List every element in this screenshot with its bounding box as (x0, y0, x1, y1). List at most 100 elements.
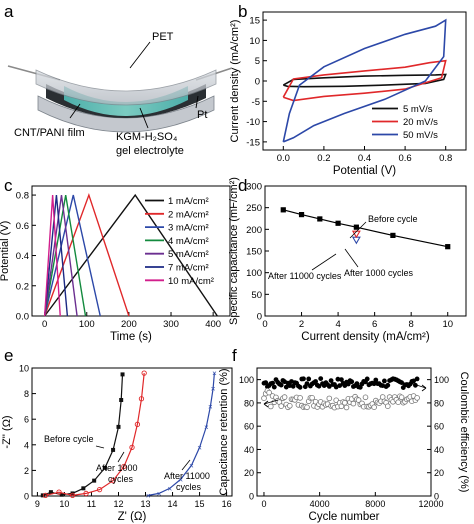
capacitance-retention-point (343, 404, 350, 411)
coulombic-efficiency-point (263, 380, 269, 385)
coulombic-efficiency-point (313, 379, 318, 384)
x-axis-label: Potential (V) (333, 165, 396, 177)
coulombic-efficiency-point (366, 382, 372, 388)
y2-tick-label: 0 (434, 492, 439, 502)
coulombic-efficiency-point (325, 382, 330, 388)
coulombic-efficiency-point (402, 382, 408, 388)
coulombic-efficiency-point (290, 383, 296, 389)
coulombic-efficiency-point (314, 382, 320, 388)
coulombic-efficiency-point (328, 378, 334, 383)
coulombic-efficiency-point (400, 385, 406, 390)
capacitance-retention-point (311, 403, 317, 409)
capacitance-retention-point (321, 400, 328, 407)
capacitance-retention-point (345, 395, 352, 402)
x-tick-label: 8 (409, 319, 414, 330)
nyquist-point (116, 424, 121, 429)
coulombic-efficiency-point (364, 376, 370, 382)
nyquist-point (141, 370, 147, 376)
y-tick-label: 0 (257, 312, 262, 323)
gcd-curve-1 (44, 193, 218, 317)
capacitance-retention-point (278, 403, 285, 409)
y2-tick-label: 80 (434, 398, 444, 408)
y2-tick-label: 40 (434, 445, 444, 455)
capacitance-retention-point (371, 404, 377, 411)
capacitance-retention-point (338, 403, 345, 410)
coulombic-efficiency-point (301, 376, 306, 382)
capacitance-retention-point (412, 397, 419, 404)
capacitance-retention-point (355, 397, 362, 403)
plot-frame (256, 367, 432, 497)
coulombic-efficiency-point (332, 382, 337, 387)
capacitance-retention-point (297, 395, 303, 401)
capacitance-retention-point (350, 400, 357, 407)
y-axis-label: Current density (mA/cm²) (229, 20, 241, 143)
x-tick-label: 11 (87, 499, 96, 509)
x-tick-label: 0.6 (398, 153, 411, 164)
capacitance-retention-point (407, 394, 414, 400)
coulombic-efficiency-point (296, 383, 301, 389)
nyquist-point (120, 372, 125, 377)
x-tick-label: 0 (42, 319, 47, 330)
x-tick-label: 9 (35, 499, 40, 509)
coulombic-efficiency-point (323, 380, 329, 386)
coulombic-efficiency-point (411, 378, 416, 384)
capacitance-retention-point (369, 401, 376, 407)
x-tick-label: 0 (261, 499, 266, 509)
capacitance-retention-point (381, 398, 388, 405)
capacitance-retention-point (402, 398, 408, 405)
coulombic-efficiency-point (345, 381, 351, 387)
legend-label: 2 mA/cm² (168, 209, 209, 220)
y-tick-label: -5 (252, 97, 260, 108)
coulombic-efficiency-point (356, 384, 361, 390)
nyquist-point (111, 447, 116, 452)
y-tick-label: 40 (244, 445, 254, 455)
legend-label: 1 mA/cm² (168, 196, 209, 207)
coulombic-efficiency-point (414, 376, 420, 382)
coulombic-efficiency-point (340, 381, 346, 386)
nyquist-point (92, 478, 97, 483)
y-tick-label: 10 (249, 36, 260, 47)
coulombic-efficiency-point (304, 381, 310, 386)
coulombic-efficiency-point (278, 382, 284, 388)
capacitance-retention-point (329, 402, 336, 409)
coulombic-efficiency-point (280, 378, 286, 383)
capacitance-retention-point (262, 390, 269, 397)
coulombic-efficiency-point (413, 382, 418, 388)
y-tick-label: 80 (244, 398, 254, 408)
x-axis-label: Time (s) (110, 331, 152, 343)
x-tick-label: 15 (195, 499, 205, 509)
coulombic-efficiency-point (261, 380, 267, 386)
capacitance-point (353, 224, 359, 230)
nyquist-point: × (197, 443, 202, 452)
y-tick-label: -10 (246, 117, 260, 128)
gcd-curve-6 (43, 195, 69, 317)
coulombic-efficiency-point (371, 381, 377, 387)
coulombic-efficiency-point (316, 383, 322, 389)
nyquist-point (119, 398, 124, 402)
capacitance-retention-point (341, 399, 348, 406)
annotation-before-cycle: Before cycle (44, 434, 94, 444)
capacitance-retention-point (393, 396, 400, 403)
capacitance-retention-point (374, 399, 381, 406)
panel-letter-a: a (4, 2, 14, 21)
coulombic-efficiency-point (397, 379, 403, 385)
capacitance-retention-point (357, 401, 364, 408)
y-tick-label: 2 (24, 466, 29, 476)
capacitance-retention-point (280, 395, 286, 402)
pet-top-layer (35, 69, 217, 106)
nyquist-point (129, 444, 135, 451)
coulombic-efficiency-point (337, 383, 343, 388)
film-label: CNT/PANI film (14, 127, 85, 139)
pt-pointer (195, 95, 199, 109)
x-tick-label: 0.2 (317, 153, 330, 164)
x-axis-label: Current density (mA/cm²) (301, 331, 430, 343)
electrolyte-label-line2: gel electrolyte (116, 145, 184, 157)
y-tick-label: 4 (24, 440, 29, 450)
pet-label: PET (152, 31, 174, 43)
nyquist-point (102, 465, 107, 470)
capacitance-retention-point (364, 403, 371, 410)
y-tick-label: 0.2 (16, 281, 29, 292)
panel-letter-f: f (232, 346, 237, 365)
annotation-arrow (311, 253, 337, 271)
